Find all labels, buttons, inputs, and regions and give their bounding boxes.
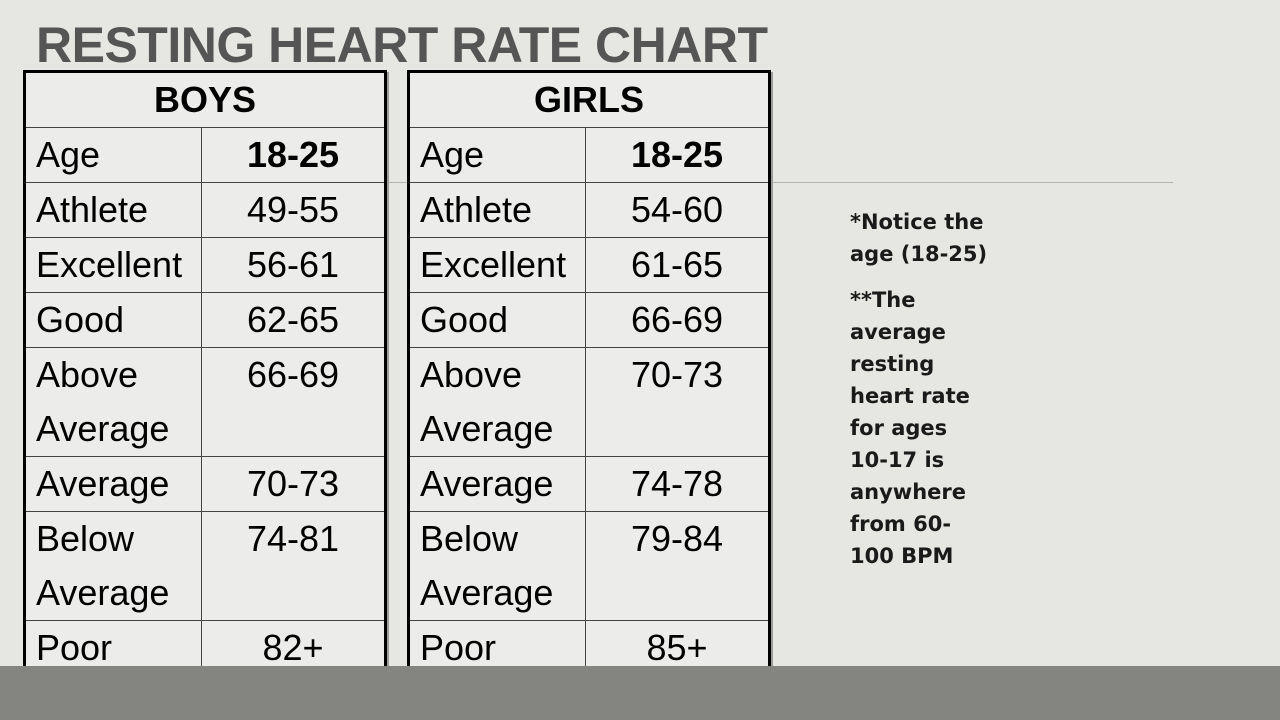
- divider-line: [385, 182, 1173, 183]
- girls-heart-rate-table: GIRLS Age 18-25 Athlete 54-60 Excellent …: [407, 70, 771, 678]
- table-row: Good 66-69: [408, 292, 770, 348]
- category-cell: Excellent: [408, 237, 586, 293]
- range-cell: 66-69: [201, 347, 386, 457]
- table-row: Excellent 56-61: [24, 237, 386, 293]
- average-rate-note: **The average resting heart rate for age…: [850, 288, 970, 568]
- category-cell: Below Average: [408, 511, 586, 621]
- age-header-value: 18-25: [585, 127, 770, 183]
- category-cell: Average: [408, 456, 586, 512]
- range-cell: 66-69: [585, 292, 770, 348]
- table-row: Athlete 49-55: [24, 182, 386, 238]
- table-row: Below Average 79-84: [408, 511, 770, 621]
- category-cell: Average: [24, 456, 202, 512]
- category-cell: Athlete: [408, 182, 586, 238]
- range-cell: 79-84: [585, 511, 770, 621]
- range-cell: 62-65: [201, 292, 386, 348]
- category-cell: Good: [408, 292, 586, 348]
- category-cell: Good: [24, 292, 202, 348]
- table-row: Good 62-65: [24, 292, 386, 348]
- category-cell: Athlete: [24, 182, 202, 238]
- category-cell: Below Average: [24, 511, 202, 621]
- table-group-header: GIRLS: [408, 71, 770, 128]
- range-cell: 70-73: [201, 456, 386, 512]
- category-cell: Above Average: [24, 347, 202, 457]
- table-row: Excellent 61-65: [408, 237, 770, 293]
- table-row: Athlete 54-60: [408, 182, 770, 238]
- table-row: Average 70-73: [24, 456, 386, 512]
- table-row: Above Average 70-73: [408, 347, 770, 457]
- table-row: Above Average 66-69: [24, 347, 386, 457]
- range-cell: 74-78: [585, 456, 770, 512]
- age-header-label: Age: [24, 127, 202, 183]
- range-cell: 61-65: [585, 237, 770, 293]
- range-cell: 49-55: [201, 182, 386, 238]
- category-cell: Above Average: [408, 347, 586, 457]
- category-cell: Excellent: [24, 237, 202, 293]
- range-cell: 70-73: [585, 347, 770, 457]
- age-header-label: Age: [408, 127, 586, 183]
- range-cell: 74-81: [201, 511, 386, 621]
- bottom-band: [0, 666, 1280, 720]
- age-header-value: 18-25: [201, 127, 386, 183]
- table-row: Below Average 74-81: [24, 511, 386, 621]
- range-cell: 54-60: [585, 182, 770, 238]
- range-cell: 56-61: [201, 237, 386, 293]
- page-title: RESTING HEART RATE CHART: [36, 17, 768, 73]
- table-group-header: BOYS: [24, 71, 386, 128]
- age-note: *Notice the age (18-25): [850, 210, 988, 266]
- side-notes: *Notice the age (18-25) **The average re…: [850, 206, 990, 586]
- table-row: Average 74-78: [408, 456, 770, 512]
- boys-heart-rate-table: BOYS Age 18-25 Athlete 49-55 Excellent 5…: [23, 70, 387, 678]
